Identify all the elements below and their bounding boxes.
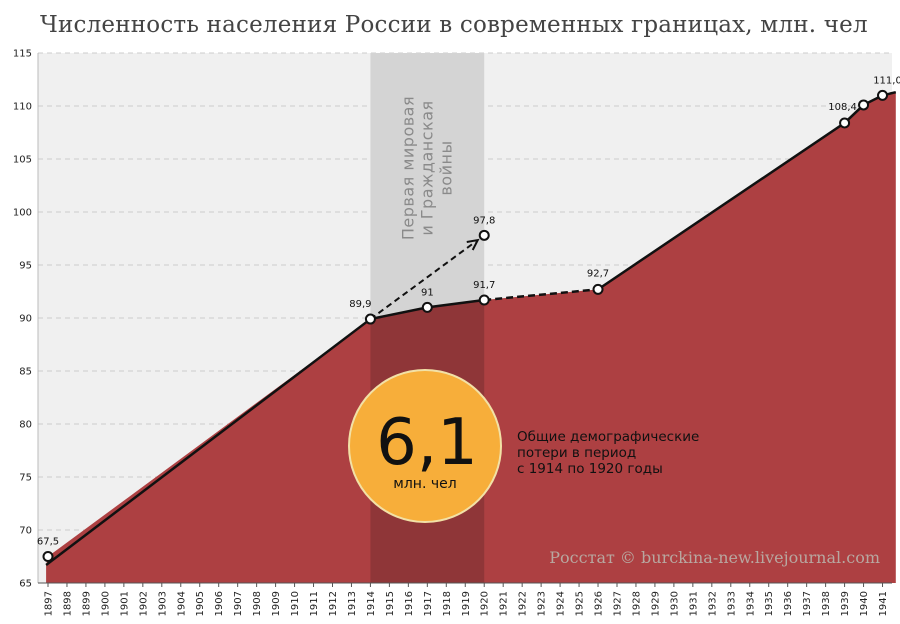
loss-unit: млн. чел [393,476,456,492]
x-tick-label: 1934 [745,591,756,616]
data-label: 97,8 [473,215,495,226]
war-label-line: войны [436,140,455,195]
source-credit: Росстат © burckina-new.livejournal.com [549,548,880,567]
x-tick-label: 1906 [214,591,225,616]
x-tick-label: 1935 [764,591,775,616]
data-label: 67,5 [37,537,59,548]
loss-description-line: Общие демографические [517,429,699,445]
loss-value: 6,1 [376,406,478,480]
x-tick-label: 1909 [271,591,282,616]
y-tick-label: 100 [13,208,32,219]
data-point [421,301,433,313]
y-axis-ticks: 65 70 75 80 85 90 95 100 105 110 115 [13,49,32,590]
data-point [478,229,490,241]
y-tick-label: 105 [13,155,32,166]
x-tick-label: 1918 [442,591,453,616]
data-point [592,283,604,295]
data-point [839,117,851,129]
x-tick-label: 1929 [650,591,661,616]
data-points: 67,5 89,9 91 91,7 92,7 108,4 111,0 97,8 [37,75,900,562]
x-tick-label: 1933 [726,591,737,616]
y-tick-label: 70 [19,526,32,537]
x-tick-label: 1931 [688,591,699,616]
y-tick-label: 75 [19,473,32,484]
x-tick-label: 1910 [290,591,301,616]
x-tick-label: 1932 [707,591,718,616]
loss-circle [348,369,502,523]
x-tick-label: 1912 [328,591,339,616]
x-tick-label: 1938 [821,591,832,616]
x-tick-label: 1940 [859,591,870,616]
projection-arrowhead [466,238,480,251]
y-tick-label: 95 [19,261,32,272]
x-tick-label: 1905 [195,591,206,616]
y-tick-label: 110 [13,102,32,113]
data-label: 92,7 [587,268,609,279]
x-tick-label: 1901 [119,591,130,616]
data-point [478,294,490,306]
data-point [858,99,870,111]
data-label: 111,0 [873,75,900,86]
data-label: 91 [421,287,434,298]
x-tick-label: 1903 [157,591,168,616]
loss-description-line: с 1914 по 1920 годы [517,461,663,477]
y-tick-label: 90 [19,314,32,325]
x-tick-label: 1917 [423,591,434,616]
x-tick-label: 1913 [347,591,358,616]
war-label-line: и Гражданская [417,100,436,235]
projection-line [369,241,476,320]
x-tick-label: 1928 [631,591,642,616]
x-tick-label: 1939 [840,591,851,616]
x-tick-label: 1920 [480,591,491,616]
x-tick-label: 1941 [878,591,889,616]
data-label: 89,9 [349,299,371,310]
data-label: 91,7 [473,280,495,291]
population-line-before-war [45,318,372,566]
x-tick-label: 1919 [461,591,472,616]
loss-callout: 6,1 млн. чел Общие демографическиепотери… [348,369,699,523]
x-tick-label: 1914 [366,591,377,616]
x-tick-label: 1925 [575,591,586,616]
loss-description-line: потери в период [517,445,636,461]
x-tick-label: 1926 [594,591,605,616]
chart-title: Численность населения России в современн… [40,12,868,38]
population-line-1920-1926-dashed [484,288,599,302]
y-tick-label: 115 [13,49,32,60]
x-tick-label: 1930 [669,591,680,616]
x-tick-label: 1911 [309,591,320,616]
war-period-label: Первая мировая и Гражданская войны [398,96,455,240]
x-tick-label: 1897 [44,591,55,616]
x-tick-label: 1904 [176,591,187,616]
x-tick-label: 1899 [81,591,92,616]
y-tick-label: 80 [19,420,32,431]
x-tick-label: 1936 [783,591,794,616]
data-point [42,551,54,562]
war-label-line: Первая мировая [398,96,417,240]
y-tick-label: 65 [19,579,32,590]
x-tick-label: 1898 [62,591,73,616]
y-tick-label: 85 [19,367,32,378]
x-axis-ticks: 1897 1898 1899 1900 1901 1902 1903 1904 1905 1906… [38,582,892,616]
data-label: 108,4 [828,102,857,113]
data-point [877,89,889,101]
x-tick-label: 1927 [612,591,623,616]
x-tick-label: 1921 [499,591,510,616]
x-tick-label: 1922 [518,591,529,616]
x-tick-label: 1902 [138,591,149,616]
x-tick-label: 1916 [404,591,415,616]
x-tick-label: 1900 [100,591,111,616]
x-tick-label: 1924 [556,591,567,616]
x-tick-label: 1907 [233,591,244,616]
data-point [364,313,376,325]
x-tick-label: 1915 [385,591,396,616]
x-tick-label: 1937 [802,591,813,616]
x-tick-label: 1923 [537,591,548,616]
x-tick-label: 1908 [252,591,263,616]
